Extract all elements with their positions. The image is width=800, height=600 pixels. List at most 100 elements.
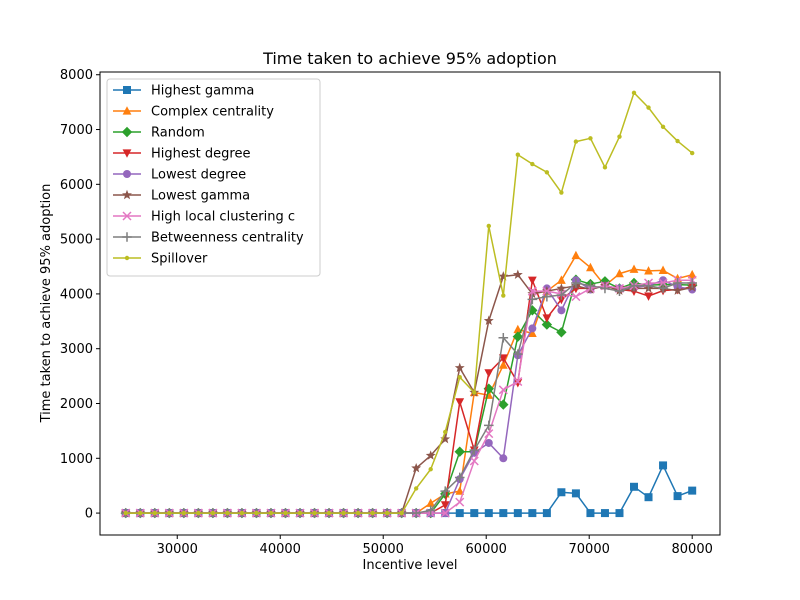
data-point bbox=[600, 283, 610, 294]
data-point bbox=[542, 314, 552, 323]
data-point bbox=[542, 286, 552, 296]
data-point bbox=[573, 139, 579, 144]
y-tick-label: 8000 bbox=[60, 68, 93, 83]
data-point bbox=[615, 268, 624, 278]
series-line bbox=[125, 254, 693, 514]
data-point bbox=[588, 136, 593, 141]
data-point bbox=[527, 286, 537, 296]
y-tick-label: 6000 bbox=[60, 178, 93, 193]
series-line bbox=[125, 92, 693, 514]
data-point bbox=[528, 509, 537, 518]
data-point bbox=[484, 369, 494, 378]
data-point bbox=[513, 349, 523, 359]
series-line bbox=[125, 279, 693, 514]
data-point bbox=[312, 510, 317, 516]
legend-label: High local clustering c bbox=[151, 210, 295, 225]
data-point bbox=[399, 510, 404, 516]
data-point bbox=[556, 283, 567, 293]
series-line bbox=[125, 282, 693, 514]
legend-entry: Spillover bbox=[113, 252, 208, 267]
data-point bbox=[600, 509, 609, 518]
data-point bbox=[167, 510, 172, 516]
legend-entry: High local clustering c bbox=[113, 210, 295, 225]
y-tick-label: 2000 bbox=[60, 397, 93, 412]
data-point bbox=[455, 497, 465, 507]
data-point bbox=[646, 105, 651, 110]
legend-entry: Betweenness centrality bbox=[113, 231, 304, 246]
data-point bbox=[556, 275, 566, 284]
data-point bbox=[658, 278, 668, 288]
data-point bbox=[629, 280, 639, 291]
data-point bbox=[571, 292, 581, 302]
y-tick-label: 5000 bbox=[60, 233, 93, 248]
data-point bbox=[630, 482, 639, 491]
data-point bbox=[530, 161, 535, 167]
data-point bbox=[515, 152, 521, 157]
legend-marker bbox=[124, 255, 130, 261]
data-point bbox=[557, 488, 566, 497]
data-point bbox=[341, 510, 346, 516]
legend-marker bbox=[122, 149, 132, 158]
data-point bbox=[425, 450, 436, 460]
data-point bbox=[152, 510, 157, 516]
data-point bbox=[196, 510, 201, 516]
legend-label: Betweenness centrality bbox=[151, 231, 304, 246]
data-point bbox=[499, 509, 508, 518]
data-point bbox=[556, 295, 566, 305]
data-point bbox=[513, 324, 523, 334]
series-3 bbox=[121, 276, 697, 518]
plot-area bbox=[120, 90, 698, 519]
data-point bbox=[542, 291, 552, 302]
data-point bbox=[688, 486, 697, 495]
legend-marker bbox=[122, 189, 132, 200]
data-point bbox=[355, 510, 361, 516]
series-line bbox=[125, 278, 693, 514]
data-point bbox=[426, 498, 436, 507]
y-tick-label: 3000 bbox=[60, 342, 93, 357]
data-point bbox=[498, 271, 509, 281]
series-4 bbox=[121, 276, 697, 518]
legend-marker bbox=[123, 86, 131, 94]
data-point bbox=[469, 445, 480, 455]
legend-label: Random bbox=[151, 126, 205, 141]
data-point bbox=[425, 505, 436, 516]
data-point bbox=[631, 90, 637, 96]
data-point bbox=[457, 374, 462, 380]
data-point bbox=[498, 399, 509, 410]
data-point bbox=[559, 190, 564, 195]
data-point bbox=[541, 319, 553, 330]
data-point bbox=[411, 462, 422, 473]
data-point bbox=[297, 510, 303, 516]
data-point bbox=[239, 510, 245, 516]
chart-title: Time taken to achieve 95% adoption bbox=[262, 49, 557, 68]
data-point bbox=[498, 332, 509, 343]
data-point bbox=[512, 331, 524, 342]
data-point bbox=[470, 509, 479, 518]
series-7 bbox=[120, 278, 697, 518]
data-point bbox=[499, 454, 508, 463]
series-6 bbox=[121, 275, 697, 518]
data-point bbox=[644, 292, 653, 301]
legend-label: Highest degree bbox=[151, 147, 250, 162]
legend-label: Lowest degree bbox=[151, 168, 246, 183]
data-point bbox=[455, 486, 465, 495]
data-point bbox=[512, 269, 523, 279]
data-point bbox=[384, 510, 390, 516]
data-point bbox=[556, 290, 567, 300]
data-point bbox=[486, 223, 491, 229]
data-point bbox=[440, 433, 451, 444]
data-point bbox=[443, 429, 448, 435]
legend-label: Highest gamma bbox=[151, 84, 254, 99]
x-tick-label: 60000 bbox=[466, 542, 507, 557]
data-point bbox=[672, 278, 683, 288]
data-point bbox=[513, 379, 523, 388]
data-point bbox=[617, 134, 622, 139]
data-point bbox=[586, 262, 595, 272]
data-point bbox=[283, 510, 288, 516]
data-point bbox=[138, 510, 143, 516]
data-point bbox=[483, 420, 494, 431]
data-point bbox=[660, 124, 666, 129]
y-axis-label: Time taken to achieve 95% adoption bbox=[39, 184, 54, 424]
data-point bbox=[472, 390, 477, 395]
